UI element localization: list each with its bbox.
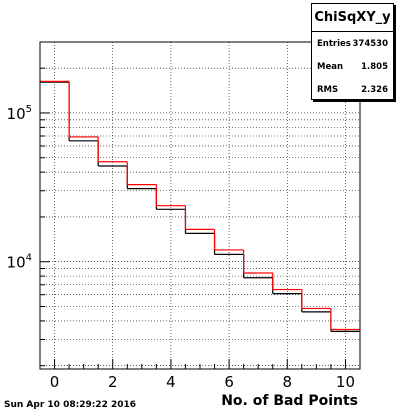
date-stamp: Sun Apr 10 08:29:22 2016 (4, 400, 137, 410)
x-tick-label: 4 (166, 373, 176, 391)
plot-frame-bg (40, 42, 360, 369)
x-tick-label: 2 (108, 373, 118, 391)
x-tick-label: 8 (282, 373, 292, 391)
x-tick-label: 0 (50, 373, 60, 391)
y-tick-exponent: 5 (26, 104, 32, 115)
x-tick-labels: 0 2 4 6 8 10 (50, 373, 355, 391)
stats-title: ChiSqXY_y (312, 4, 393, 32)
y-tick-exponent: 4 (26, 253, 32, 264)
stats-row-entries: Entries 374530 (312, 32, 393, 55)
histogram-series (40, 80, 360, 333)
stats-value: 1.805 (361, 61, 388, 72)
y-tick-label: 105 (7, 104, 32, 123)
stats-box: ChiSqXY_y Entries 374530 Mean 1.805 RMS … (311, 3, 394, 100)
stats-value: 374530 (352, 38, 389, 49)
stats-label: Entries (317, 38, 351, 49)
plot-frame (39, 41, 361, 370)
stats-value: 2.326 (361, 84, 388, 95)
y-tick-base: 10 (7, 105, 26, 123)
axis-ticks (40, 41, 346, 369)
stats-row-rms: RMS 2.326 (312, 78, 393, 101)
y-tick-label: 104 (7, 253, 32, 272)
stats-label: Mean (317, 61, 344, 72)
stats-label: RMS (317, 84, 339, 95)
y-tick-base: 10 (7, 254, 26, 272)
x-axis-label: No. of Bad Points (221, 393, 358, 409)
x-tick-label: 10 (336, 373, 355, 391)
stats-row-mean: Mean 1.805 (312, 55, 393, 78)
x-tick-label: 6 (224, 373, 234, 391)
histogram-series-1 (40, 80, 360, 331)
